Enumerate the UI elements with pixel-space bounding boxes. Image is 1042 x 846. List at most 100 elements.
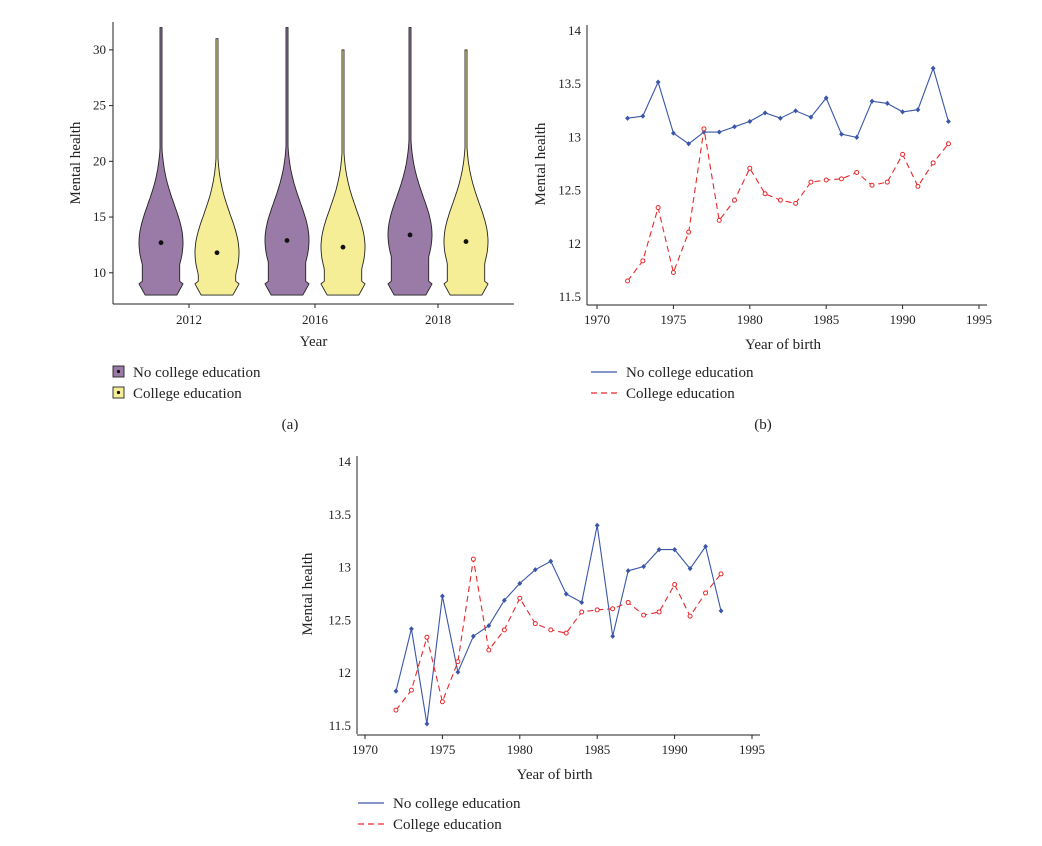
data-point-no-college <box>455 669 461 675</box>
data-point-college <box>548 627 554 633</box>
data-point-no-college <box>563 591 569 597</box>
data-point-no-college <box>625 568 631 574</box>
data-point-college <box>579 609 585 615</box>
median-dot <box>158 240 164 246</box>
data-point-college <box>656 609 662 615</box>
a-x-axis-label: Year <box>300 334 328 350</box>
data-point-no-college <box>393 688 399 694</box>
p2-x-axis-label: Year of birth <box>517 767 593 783</box>
data-point-college <box>672 581 678 587</box>
legend-swatch-dot <box>116 390 121 395</box>
data-point-no-college <box>747 118 753 125</box>
data-point-college <box>625 599 631 605</box>
data-point-no-college <box>470 633 476 639</box>
data-point-no-college <box>823 95 829 101</box>
p2-xtick-label: 1975 <box>429 742 455 757</box>
data-point-college <box>501 627 507 633</box>
data-point-no-college <box>625 115 630 121</box>
data-point-no-college <box>501 597 507 603</box>
median-dot <box>284 238 290 243</box>
data-point-college <box>732 197 738 203</box>
data-point-no-college <box>486 623 492 629</box>
a-xtick-label: 2016 <box>302 312 329 327</box>
data-point-no-college <box>548 558 554 564</box>
a-xtick-label: 2012 <box>176 312 202 327</box>
data-point-no-college <box>808 114 814 120</box>
median-dot <box>407 232 413 238</box>
data-point-no-college <box>946 118 951 125</box>
panel-label-a: (a) <box>282 417 299 433</box>
a-ytick-label: 30 <box>93 42 106 57</box>
data-point-college <box>563 630 569 636</box>
series-line-college <box>627 128 949 282</box>
data-point-college <box>686 229 692 235</box>
data-point-no-college <box>656 547 662 553</box>
data-point-no-college <box>655 79 661 85</box>
data-point-no-college <box>424 721 430 727</box>
data-point-college <box>687 613 693 619</box>
data-point-no-college <box>671 130 676 136</box>
median-dot <box>340 244 346 250</box>
violin-2018-college <box>443 49 489 296</box>
data-point-no-college <box>532 567 538 573</box>
p2-xtick-label: 1970 <box>352 742 378 757</box>
data-point-college <box>641 612 647 618</box>
data-point-college <box>869 182 875 188</box>
p1-xtick-label: 1995 <box>966 312 992 327</box>
legend-label: College education <box>393 817 502 833</box>
data-point-college <box>930 160 936 166</box>
data-point-college <box>915 183 921 189</box>
violin-2016-college <box>320 49 366 296</box>
a-ytick-label: 15 <box>93 209 106 224</box>
data-point-college <box>625 278 631 284</box>
p2-xtick-label: 1980 <box>507 742 533 757</box>
p2-ytick-label: 12.5 <box>328 612 351 627</box>
data-point-college <box>838 176 844 182</box>
violin-2018-no-college <box>387 27 433 296</box>
data-point-college <box>532 621 538 627</box>
data-point-no-college <box>517 580 523 587</box>
series-line-college <box>395 559 722 711</box>
data-point-no-college <box>594 522 600 528</box>
data-point-no-college <box>703 543 708 550</box>
p2-ytick-label: 11.5 <box>329 718 351 733</box>
data-point-no-college <box>854 134 860 140</box>
p1-xtick-label: 1990 <box>890 312 916 327</box>
data-point-college <box>470 556 476 562</box>
data-point-no-college <box>640 113 646 119</box>
data-point-no-college <box>762 110 768 116</box>
legend-swatch-dot <box>116 369 121 374</box>
data-point-no-college <box>915 107 921 113</box>
data-point-no-college <box>839 131 844 137</box>
data-point-college <box>610 606 616 612</box>
median-dot <box>463 239 469 244</box>
violin-2012-college <box>194 38 240 296</box>
data-point-no-college <box>900 109 905 115</box>
data-point-college <box>747 165 753 171</box>
data-point-no-college <box>732 124 737 130</box>
p2-xtick-label: 1995 <box>739 742 765 757</box>
data-point-no-college <box>687 566 693 572</box>
p2-ytick-label: 13 <box>338 560 351 575</box>
p1-x-axis-label: Year of birth <box>745 337 821 353</box>
p2-xtick-label: 1990 <box>662 742 688 757</box>
data-point-no-college <box>716 129 722 135</box>
p1-ytick-label: 12 <box>568 236 581 251</box>
p1-xtick-label: 1970 <box>584 312 610 327</box>
legend-label: College education <box>133 386 242 402</box>
data-point-no-college <box>610 633 616 639</box>
data-point-college <box>393 707 399 713</box>
data-point-college <box>703 590 709 596</box>
data-point-college <box>655 205 661 211</box>
p1-xtick-label: 1975 <box>660 312 686 327</box>
legend-label: College education <box>626 386 735 402</box>
data-point-no-college <box>686 141 692 147</box>
series-line-no-college <box>627 66 949 145</box>
panel-label-b: (b) <box>754 417 772 433</box>
data-point-college <box>718 571 724 577</box>
data-point-no-college <box>440 593 445 599</box>
data-point-no-college <box>718 608 724 614</box>
data-point-no-college <box>579 599 585 606</box>
data-point-no-college <box>641 563 647 570</box>
p2-ytick-label: 13.5 <box>328 507 351 522</box>
